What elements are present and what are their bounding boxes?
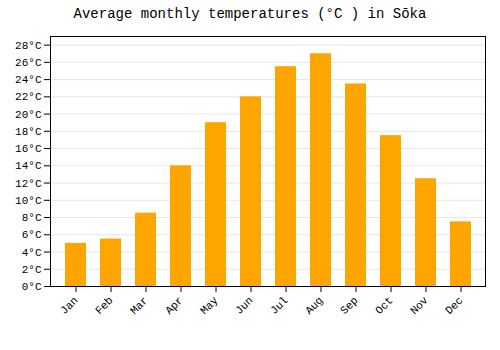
svg-text:Oct: Oct <box>373 294 395 316</box>
svg-text:28°C: 28°C <box>15 40 42 52</box>
svg-text:Jan: Jan <box>58 294 80 316</box>
svg-text:26°C: 26°C <box>15 57 42 69</box>
svg-text:4°C: 4°C <box>22 247 42 259</box>
svg-text:14°C: 14°C <box>15 160 42 172</box>
svg-text:Jun: Jun <box>233 294 255 316</box>
svg-text:Apr: Apr <box>163 294 185 316</box>
svg-text:Aug: Aug <box>303 294 325 316</box>
svg-text:12°C: 12°C <box>15 178 42 190</box>
html-text:Average monthly temperatures (: Average monthly temperatures (°C ) in Sō… <box>73 6 427 22</box>
svg-text:24°C: 24°C <box>15 74 42 86</box>
svg-text:6°C: 6°C <box>22 229 42 241</box>
svg-text:20°C: 20°C <box>15 109 42 121</box>
svg-text:May: May <box>198 294 221 317</box>
svg-text:10°C: 10°C <box>15 195 42 207</box>
svg-text:Dec: Dec <box>443 294 465 316</box>
svg-text:Mar: Mar <box>128 294 150 316</box>
svg-text:0°C: 0°C <box>22 281 42 293</box>
svg-text:Feb: Feb <box>93 294 115 316</box>
svg-text:Sep: Sep <box>338 294 360 316</box>
svg-text:2°C: 2°C <box>22 264 42 276</box>
svg-text:Nov: Nov <box>408 294 431 317</box>
svg-text:8°C: 8°C <box>22 212 42 224</box>
svg-text:Jul: Jul <box>268 294 290 316</box>
svg-text:18°C: 18°C <box>15 126 42 138</box>
svg-text:16°C: 16°C <box>15 143 42 155</box>
svg-text:22°C: 22°C <box>15 91 42 103</box>
